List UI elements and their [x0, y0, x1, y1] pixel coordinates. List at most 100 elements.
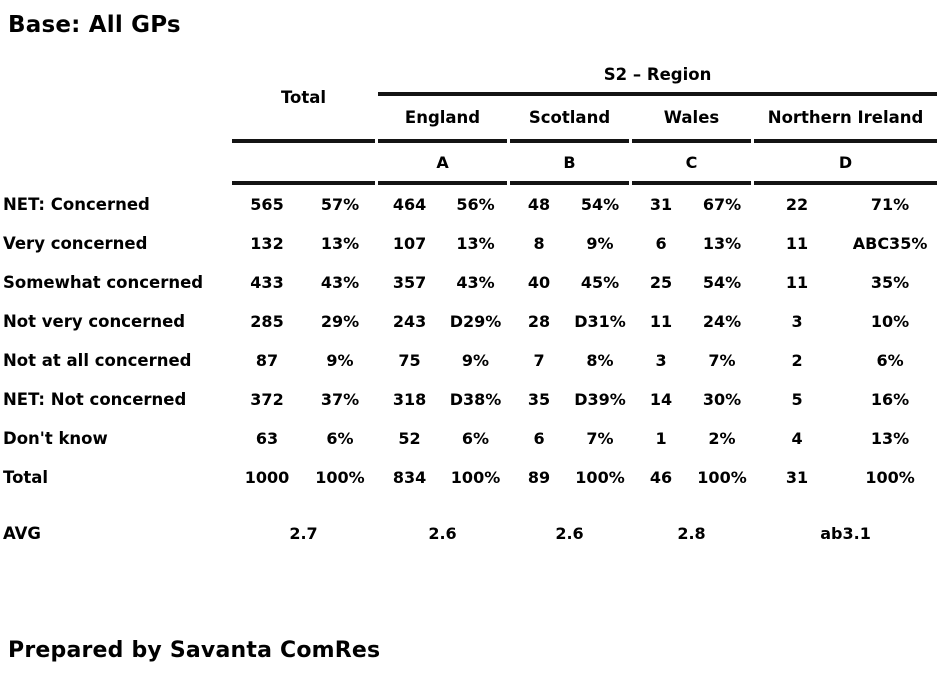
sig-letter-total-spacer: [232, 143, 376, 185]
row-label: Total: [3, 468, 49, 487]
data-cell: 31: [785, 468, 809, 487]
row-label: Somewhat concerned: [3, 273, 204, 292]
data-cell: 2: [791, 351, 803, 370]
avg-row: AVG 2.7 2.6 2.6 2.8 ab3.1: [3, 497, 937, 551]
data-cell: 100%: [575, 468, 625, 487]
banner-title: S2 – Region: [378, 56, 938, 96]
row-label: AVG: [3, 524, 41, 543]
data-cell: 6%: [461, 429, 490, 448]
banner-row: Total S2 – Region: [3, 56, 938, 143]
data-cell: 63: [255, 429, 279, 448]
avg-cell: 2.6: [428, 524, 457, 543]
data-cell: 75: [398, 351, 421, 370]
data-cell: 7%: [586, 429, 614, 448]
table-row: Don't know 63 6% 52 6% 6 7% 1 2% 4 13%: [3, 419, 937, 458]
data-cell: 3: [791, 312, 803, 331]
data-cell: D38%: [449, 390, 502, 409]
column-header-total: Total: [232, 56, 376, 143]
data-cell: 433: [250, 273, 284, 292]
column-header-scotland: Scotland: [510, 96, 630, 143]
data-cell: 46: [649, 468, 673, 487]
region-header-row: England Scotland Wales Northern Ireland: [3, 96, 938, 143]
data-cell: 7%: [708, 351, 736, 370]
table-row: Total 1000 100% 834 100% 89 100% 46 100% 31 100%: [3, 458, 937, 497]
data-cell: 52: [398, 429, 421, 448]
data-cell: 4: [791, 429, 803, 448]
column-header-wales: Wales: [632, 96, 752, 143]
table-row: Not at all concerned 87 9% 75 9% 7 8% 3 7% 2 6%: [3, 341, 937, 380]
avg-cell: ab3.1: [820, 524, 871, 543]
data-cell: 35%: [870, 273, 910, 292]
data-cell: 13%: [702, 234, 742, 253]
page-title: Base: All GPs: [8, 12, 181, 38]
data-cell: 16%: [870, 390, 910, 409]
data-cell: 2%: [708, 429, 736, 448]
data-cell: 57%: [320, 195, 360, 214]
data-cell: D31%: [574, 312, 626, 331]
data-cell: 13%: [320, 234, 360, 253]
data-cell: 1: [655, 429, 667, 448]
data-cell: 37%: [320, 390, 360, 409]
avg-cell: 2.6: [555, 524, 584, 543]
data-cell: ABC35%: [852, 234, 928, 253]
data-cell: 35: [527, 390, 551, 409]
data-cell: 357: [392, 273, 427, 292]
data-cell: 30%: [702, 390, 742, 409]
data-cell: 100%: [315, 468, 365, 487]
spacer-cell: [3, 143, 229, 185]
corner-spacer: [3, 56, 229, 96]
data-cell: 45%: [580, 273, 620, 292]
column-header-northern-ireland: Northern Ireland: [754, 96, 938, 143]
table-row: NET: Concerned 565 57% 464 56% 48 54% 31 67% 22 71…: [3, 185, 937, 224]
data-cell: 11: [785, 234, 809, 253]
data-cell: 8: [533, 234, 545, 253]
row-label: Not at all concerned: [3, 351, 192, 370]
sig-letters-row: A B C D: [3, 143, 938, 185]
data-cell: 87: [255, 351, 279, 370]
table-row: Very concerned 132 13% 107 13% 8 9% 6 13% 11 ABC35…: [3, 224, 937, 263]
data-cell: 40: [527, 273, 551, 292]
data-cell: 372: [250, 390, 284, 409]
data-cell: 29%: [320, 312, 360, 331]
data-cell: D29%: [449, 312, 502, 331]
row-label: Not very concerned: [3, 312, 186, 331]
data-cell: 100%: [697, 468, 747, 487]
avg-cell: 2.8: [677, 524, 706, 543]
row-label: NET: Not concerned: [3, 390, 187, 409]
data-cell: 11: [785, 273, 809, 292]
data-cell: 464: [392, 195, 427, 214]
data-cell: 132: [250, 234, 284, 253]
data-cell: 9%: [586, 234, 614, 253]
data-cell: D39%: [574, 390, 626, 409]
data-cell: 107: [392, 234, 427, 253]
data-cell: 6%: [876, 351, 904, 370]
data-cell: 834: [392, 468, 427, 487]
crosstab-table: Total S2 – Region England Scotland Wales…: [0, 56, 940, 551]
data-cell: 31: [649, 195, 673, 214]
data-cell: 10%: [870, 312, 910, 331]
table-head: Total S2 – Region England Scotland Wales…: [3, 56, 938, 185]
data-cell: 11: [649, 312, 673, 331]
data-cell: 318: [392, 390, 427, 409]
data-cell: 24%: [702, 312, 742, 331]
data-cell: 565: [250, 195, 284, 214]
data-cell: 54%: [702, 273, 742, 292]
data-cell: 9%: [326, 351, 354, 370]
data-cell: 100%: [450, 468, 501, 487]
data-cell: 13%: [870, 429, 910, 448]
data-cell: 14: [649, 390, 673, 409]
data-cell: 7: [533, 351, 545, 370]
data-cell: 71%: [870, 195, 910, 214]
data-cell: 28: [527, 312, 551, 331]
data-cell: 43%: [320, 273, 360, 292]
row-label: Don't know: [3, 429, 108, 448]
data-cell: 8%: [586, 351, 614, 370]
table-body: NET: Concerned 565 57% 464 56% 48 54% 31 67% 22 71…: [3, 185, 937, 551]
spacer-cell: [3, 96, 229, 143]
sig-letter-b: B: [510, 143, 630, 185]
prepared-by-footer: Prepared by Savanta ComRes: [8, 638, 381, 663]
column-header-england: England: [378, 96, 508, 143]
data-cell: 285: [250, 312, 284, 331]
table-row: NET: Not concerned 372 37% 318 D38% 35 D39% 14 3…: [3, 380, 937, 419]
